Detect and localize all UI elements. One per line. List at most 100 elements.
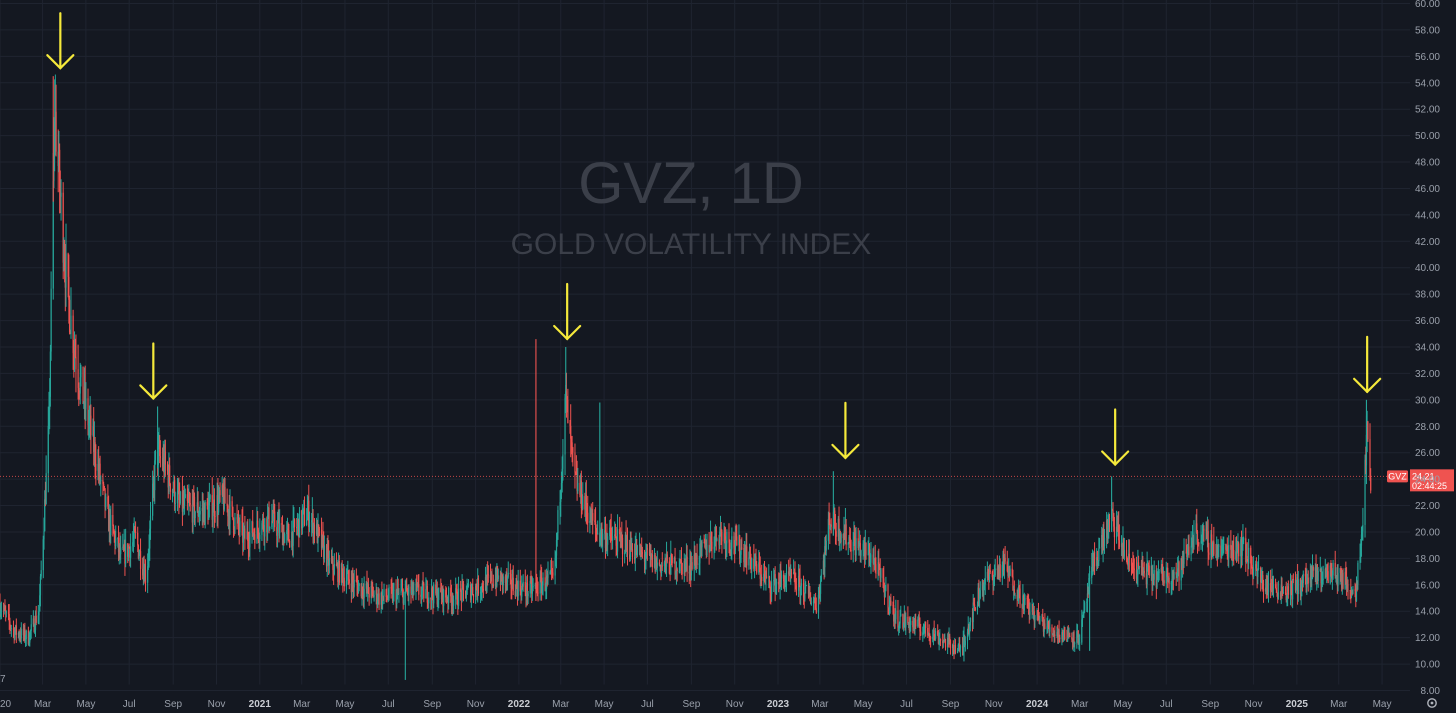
candle-body xyxy=(1265,587,1267,592)
candle-body xyxy=(177,491,179,493)
candle-body xyxy=(28,642,30,645)
candle-body xyxy=(1092,557,1094,568)
candle-body xyxy=(695,554,697,569)
y-tick-label: 26.00 xyxy=(1415,448,1440,459)
candle-body xyxy=(1108,517,1110,529)
candle-body xyxy=(1334,562,1336,576)
candle-body xyxy=(1103,537,1106,546)
candle-body xyxy=(927,627,929,636)
candle-body xyxy=(42,539,44,571)
candle-body xyxy=(242,522,244,543)
candle-body xyxy=(1116,526,1118,532)
candle-body xyxy=(1304,573,1306,577)
candle-body xyxy=(128,547,130,548)
candle-body xyxy=(267,507,269,516)
candle-body xyxy=(621,536,623,538)
candle-body xyxy=(1327,571,1329,584)
candle-body xyxy=(306,519,308,525)
candle-body xyxy=(509,572,511,575)
x-tick-label: Jul xyxy=(382,699,395,710)
candle-body xyxy=(903,614,905,625)
candle-body xyxy=(377,593,379,602)
candle-body xyxy=(1314,567,1316,571)
candle-body xyxy=(1187,546,1189,551)
candle-body xyxy=(1340,568,1342,575)
candle-body xyxy=(193,496,196,519)
candle-body xyxy=(402,590,404,604)
candle-body xyxy=(616,545,618,552)
candle-body xyxy=(1108,517,1111,519)
candle-body xyxy=(1003,554,1005,570)
candle-body xyxy=(1292,579,1294,580)
candle-body xyxy=(87,398,89,426)
candle-body xyxy=(604,530,607,548)
candle-body xyxy=(714,536,716,547)
x-axis[interactable]: 20 Mar May Jul Sep Nov 2021 Mar May Jul Sep Nov 2022… xyxy=(0,699,1392,710)
candle-body xyxy=(393,589,395,591)
x-tick-label: Mar xyxy=(34,699,52,710)
candle-body xyxy=(560,490,562,502)
candle-body xyxy=(1190,545,1192,555)
candle-body xyxy=(440,587,442,593)
candle-body xyxy=(161,458,164,467)
candle-body xyxy=(514,590,516,597)
candle-body xyxy=(1257,568,1260,569)
candle-body xyxy=(289,540,291,548)
candle-body xyxy=(570,438,573,443)
candle-body xyxy=(753,562,756,569)
candle-body xyxy=(144,569,146,582)
candle-body xyxy=(173,480,175,492)
candle-body xyxy=(311,513,313,521)
candle-body xyxy=(125,543,127,564)
candle-body xyxy=(278,518,280,533)
price-tag-bg[interactable] xyxy=(1410,469,1454,492)
candle-body xyxy=(337,560,340,582)
candle-body xyxy=(1277,592,1279,599)
candle-body xyxy=(929,635,931,638)
candle-body xyxy=(830,524,832,527)
x-tick-label: 2024 xyxy=(1026,699,1049,710)
candle-body xyxy=(79,377,81,394)
candle-body xyxy=(181,491,184,512)
candle-body xyxy=(1282,592,1284,594)
candle-body xyxy=(595,528,597,533)
candle-body xyxy=(427,602,429,604)
candle-body xyxy=(505,575,507,583)
candle-body xyxy=(749,546,751,560)
candle-body xyxy=(1052,633,1054,635)
gear-icon[interactable] xyxy=(1427,698,1437,708)
candle-body xyxy=(411,582,414,590)
candle-body xyxy=(139,551,141,556)
x-tick-label: 2025 xyxy=(1286,699,1309,710)
candle-body xyxy=(231,501,233,507)
candle-body xyxy=(433,584,435,604)
candle-body xyxy=(597,533,599,535)
candle-body xyxy=(676,569,678,571)
candle-body xyxy=(849,537,851,539)
candle-body xyxy=(471,587,473,593)
candle-body xyxy=(1289,583,1292,595)
candle-body xyxy=(824,546,827,551)
candle-body xyxy=(460,588,462,592)
candle-body xyxy=(754,556,756,563)
candle-body xyxy=(352,582,355,588)
candle-body xyxy=(917,619,919,627)
candle-body xyxy=(119,544,121,555)
candle-body xyxy=(448,587,450,603)
candle-body xyxy=(556,533,558,540)
candle-body xyxy=(315,523,318,535)
candle-body xyxy=(797,575,800,591)
y-axis[interactable]: 60.00 58.00 56.00 54.00 52.00 50.00 48.00 46.00… xyxy=(1415,0,1440,697)
candle-body xyxy=(1031,604,1033,612)
candle-body xyxy=(678,570,680,572)
candle-body xyxy=(739,535,741,559)
candle-body xyxy=(188,502,191,504)
candle-body xyxy=(375,589,377,595)
candle-body xyxy=(229,501,231,525)
candle-body xyxy=(948,636,950,642)
candle-body xyxy=(1282,592,1284,594)
candle-body xyxy=(1168,577,1170,584)
candle-body xyxy=(641,551,644,555)
